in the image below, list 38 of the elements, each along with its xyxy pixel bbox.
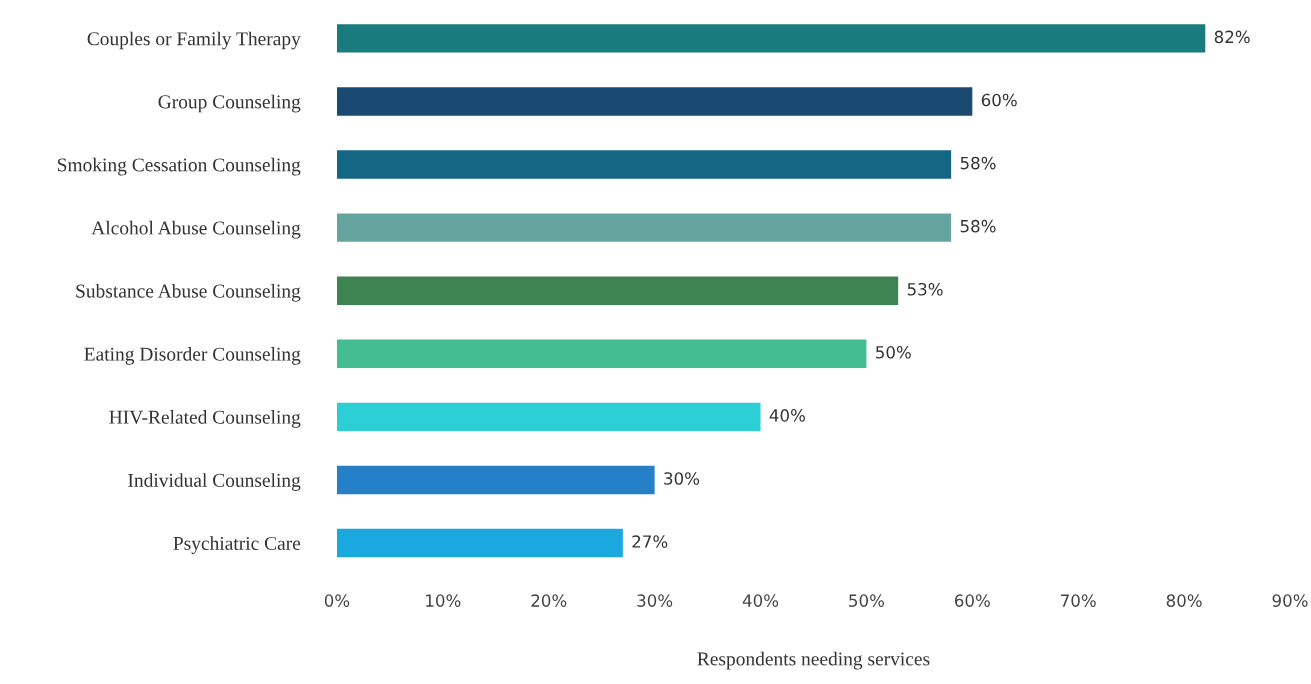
y-tick-label: Individual Counseling: [128, 473, 301, 491]
y-tick-label: Group Counseling: [158, 94, 301, 113]
bar: [336, 465, 655, 495]
data-label: 82%: [1214, 30, 1250, 44]
y-tick-label: Alcohol Abuse Counseling: [91, 220, 301, 239]
x-tick-label: 30%: [637, 594, 673, 607]
x-tick-label: 0%: [324, 594, 350, 607]
x-tick-label: 70%: [1061, 594, 1096, 607]
x-tick-label: 90%: [1272, 594, 1308, 607]
x-tick-label: 80%: [1166, 594, 1202, 607]
bar: [336, 24, 1206, 53]
y-tick-label: Psychiatric Care: [173, 536, 301, 554]
x-tick-label: 10%: [426, 594, 461, 607]
y-tick-label: Smoking Cessation Counseling: [57, 157, 301, 176]
data-label: 50%: [876, 346, 911, 359]
y-tick-label: Substance Abuse Counseling: [76, 283, 301, 302]
y-tick-label: Eating Disorder Counseling: [84, 347, 301, 365]
bar: [336, 87, 973, 116]
bar: [336, 150, 952, 179]
data-label: 27%: [632, 535, 668, 548]
bar: [336, 339, 867, 368]
bar: [336, 276, 899, 305]
data-label: 40%: [769, 409, 805, 422]
x-axis-title: Respondents needing services: [697, 651, 930, 670]
data-label: 58%: [960, 156, 996, 170]
bar: [336, 213, 952, 242]
data-label: 58%: [960, 219, 996, 233]
x-tick-label: 20%: [531, 594, 567, 607]
x-tick-label: 40%: [742, 594, 779, 607]
y-tick-label: Couples or Family Therapy: [87, 31, 301, 50]
bar: [336, 402, 761, 432]
y-tick-label: HIV-Related Counseling: [109, 410, 301, 428]
bar: [336, 528, 623, 558]
data-label: 60%: [981, 93, 1017, 107]
data-label: 53%: [907, 282, 943, 296]
x-tick-label: 60%: [954, 594, 990, 607]
x-tick-label: 50%: [849, 594, 885, 607]
data-label: 30%: [664, 472, 700, 485]
